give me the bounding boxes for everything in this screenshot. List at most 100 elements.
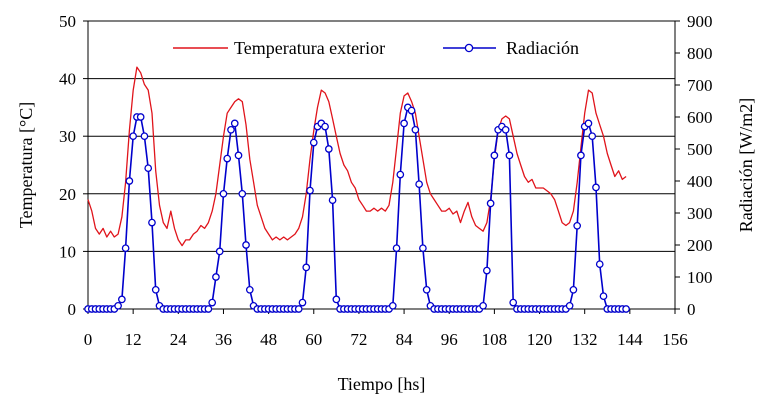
data-point bbox=[238, 189, 247, 198]
data-point bbox=[144, 164, 153, 173]
data-point bbox=[140, 132, 149, 141]
data-point bbox=[215, 247, 224, 256]
data-point bbox=[219, 189, 228, 198]
y-axis-right-title: Radiación [W/m2] bbox=[736, 98, 756, 232]
data-point bbox=[588, 132, 597, 141]
data-point bbox=[490, 151, 499, 160]
x-tick-label: 24 bbox=[170, 330, 188, 349]
data-point bbox=[321, 122, 329, 131]
y-right-tick-label: 600 bbox=[687, 108, 713, 127]
y-left-tick-label: 30 bbox=[59, 127, 76, 146]
y-left-tick-label: 50 bbox=[59, 12, 76, 31]
data-point bbox=[151, 285, 160, 294]
data-point bbox=[486, 199, 495, 208]
data-point bbox=[121, 244, 130, 253]
y-left-tick-label: 0 bbox=[68, 300, 77, 319]
plot-area-frame bbox=[87, 20, 676, 310]
data-point bbox=[479, 301, 487, 310]
x-tick-label: 132 bbox=[572, 330, 598, 349]
data-point bbox=[234, 151, 243, 160]
x-tick-label: 156 bbox=[662, 330, 688, 349]
data-point bbox=[204, 305, 213, 313]
data-point bbox=[125, 177, 134, 185]
data-point bbox=[622, 305, 630, 313]
data-point bbox=[230, 119, 239, 128]
y-right-tick-label: 0 bbox=[687, 300, 696, 319]
data-point bbox=[509, 298, 518, 307]
y-right-tick-label: 100 bbox=[687, 268, 713, 287]
data-point bbox=[595, 260, 604, 269]
y-right-tick-label: 500 bbox=[687, 140, 713, 159]
data-point bbox=[569, 285, 578, 294]
y-left-tick-label: 20 bbox=[59, 185, 76, 204]
data-point bbox=[302, 263, 311, 272]
series-layer bbox=[84, 66, 630, 313]
data-point bbox=[324, 145, 333, 153]
series-line bbox=[88, 106, 627, 310]
data-point bbox=[129, 132, 138, 141]
data-point bbox=[294, 305, 303, 313]
x-axis-title: Tiempo [hs] bbox=[338, 374, 426, 394]
data-point bbox=[505, 151, 514, 160]
y-axis-left-title: Temperatura [°C] bbox=[16, 102, 36, 228]
data-point bbox=[328, 196, 337, 205]
legend-label-radiation: Radiación bbox=[506, 38, 579, 58]
data-point bbox=[223, 154, 232, 163]
x-tick-label: 96 bbox=[441, 330, 458, 349]
data-point bbox=[400, 119, 408, 128]
data-point bbox=[242, 241, 250, 249]
data-point bbox=[212, 273, 220, 281]
x-tick-label: 12 bbox=[125, 330, 142, 349]
x-tick-label: 60 bbox=[305, 330, 322, 349]
data-point bbox=[245, 285, 254, 294]
data-point bbox=[208, 298, 217, 307]
legend-label-temperature: Temperatura exterior bbox=[234, 38, 385, 58]
y-right-tick-label: 900 bbox=[687, 12, 713, 31]
data-point bbox=[577, 151, 585, 160]
data-point bbox=[148, 218, 156, 227]
legend-marker-radiation bbox=[464, 43, 474, 53]
x-tick-label: 0 bbox=[84, 330, 93, 349]
data-point bbox=[565, 301, 574, 310]
gridlines bbox=[88, 78, 675, 252]
data-point bbox=[501, 125, 510, 134]
data-point bbox=[309, 138, 318, 147]
data-point bbox=[483, 266, 491, 275]
data-point bbox=[592, 183, 600, 192]
data-point bbox=[411, 125, 420, 134]
data-point bbox=[419, 244, 427, 253]
x-tick-label: 144 bbox=[617, 330, 643, 349]
axis-ticks: 0 12 24 36 48 60 72 84 96 108 120 132 144 156 0 10 20 30 4… bbox=[59, 12, 713, 349]
data-point bbox=[599, 292, 608, 301]
x-tick-label: 84 bbox=[396, 330, 414, 349]
y-right-tick-label: 200 bbox=[687, 236, 713, 255]
x-tick-label: 36 bbox=[215, 330, 232, 349]
series-2 bbox=[84, 103, 630, 313]
data-point bbox=[415, 180, 423, 189]
x-tick-label: 48 bbox=[260, 330, 277, 349]
x-tick-label: 120 bbox=[527, 330, 553, 349]
data-point bbox=[396, 170, 405, 179]
data-point bbox=[388, 301, 397, 310]
data-point bbox=[298, 298, 307, 307]
series-line bbox=[87, 66, 627, 247]
legend: Temperatura exterior Radiación bbox=[173, 38, 579, 58]
data-point bbox=[114, 301, 122, 310]
data-point bbox=[392, 244, 401, 253]
series-1 bbox=[87, 66, 627, 247]
data-point bbox=[332, 295, 341, 304]
data-point bbox=[227, 125, 235, 134]
y-left-tick-label: 10 bbox=[59, 242, 76, 261]
y-right-tick-label: 400 bbox=[687, 172, 713, 191]
y-right-tick-label: 300 bbox=[687, 204, 713, 223]
data-point bbox=[306, 186, 314, 195]
x-tick-label: 108 bbox=[482, 330, 508, 349]
data-point bbox=[136, 113, 145, 121]
y-right-tick-label: 800 bbox=[687, 44, 713, 63]
y-right-tick-label: 700 bbox=[687, 76, 713, 95]
data-point bbox=[422, 285, 431, 294]
data-point bbox=[573, 221, 582, 230]
x-tick-label: 72 bbox=[350, 330, 367, 349]
data-point bbox=[407, 106, 416, 115]
